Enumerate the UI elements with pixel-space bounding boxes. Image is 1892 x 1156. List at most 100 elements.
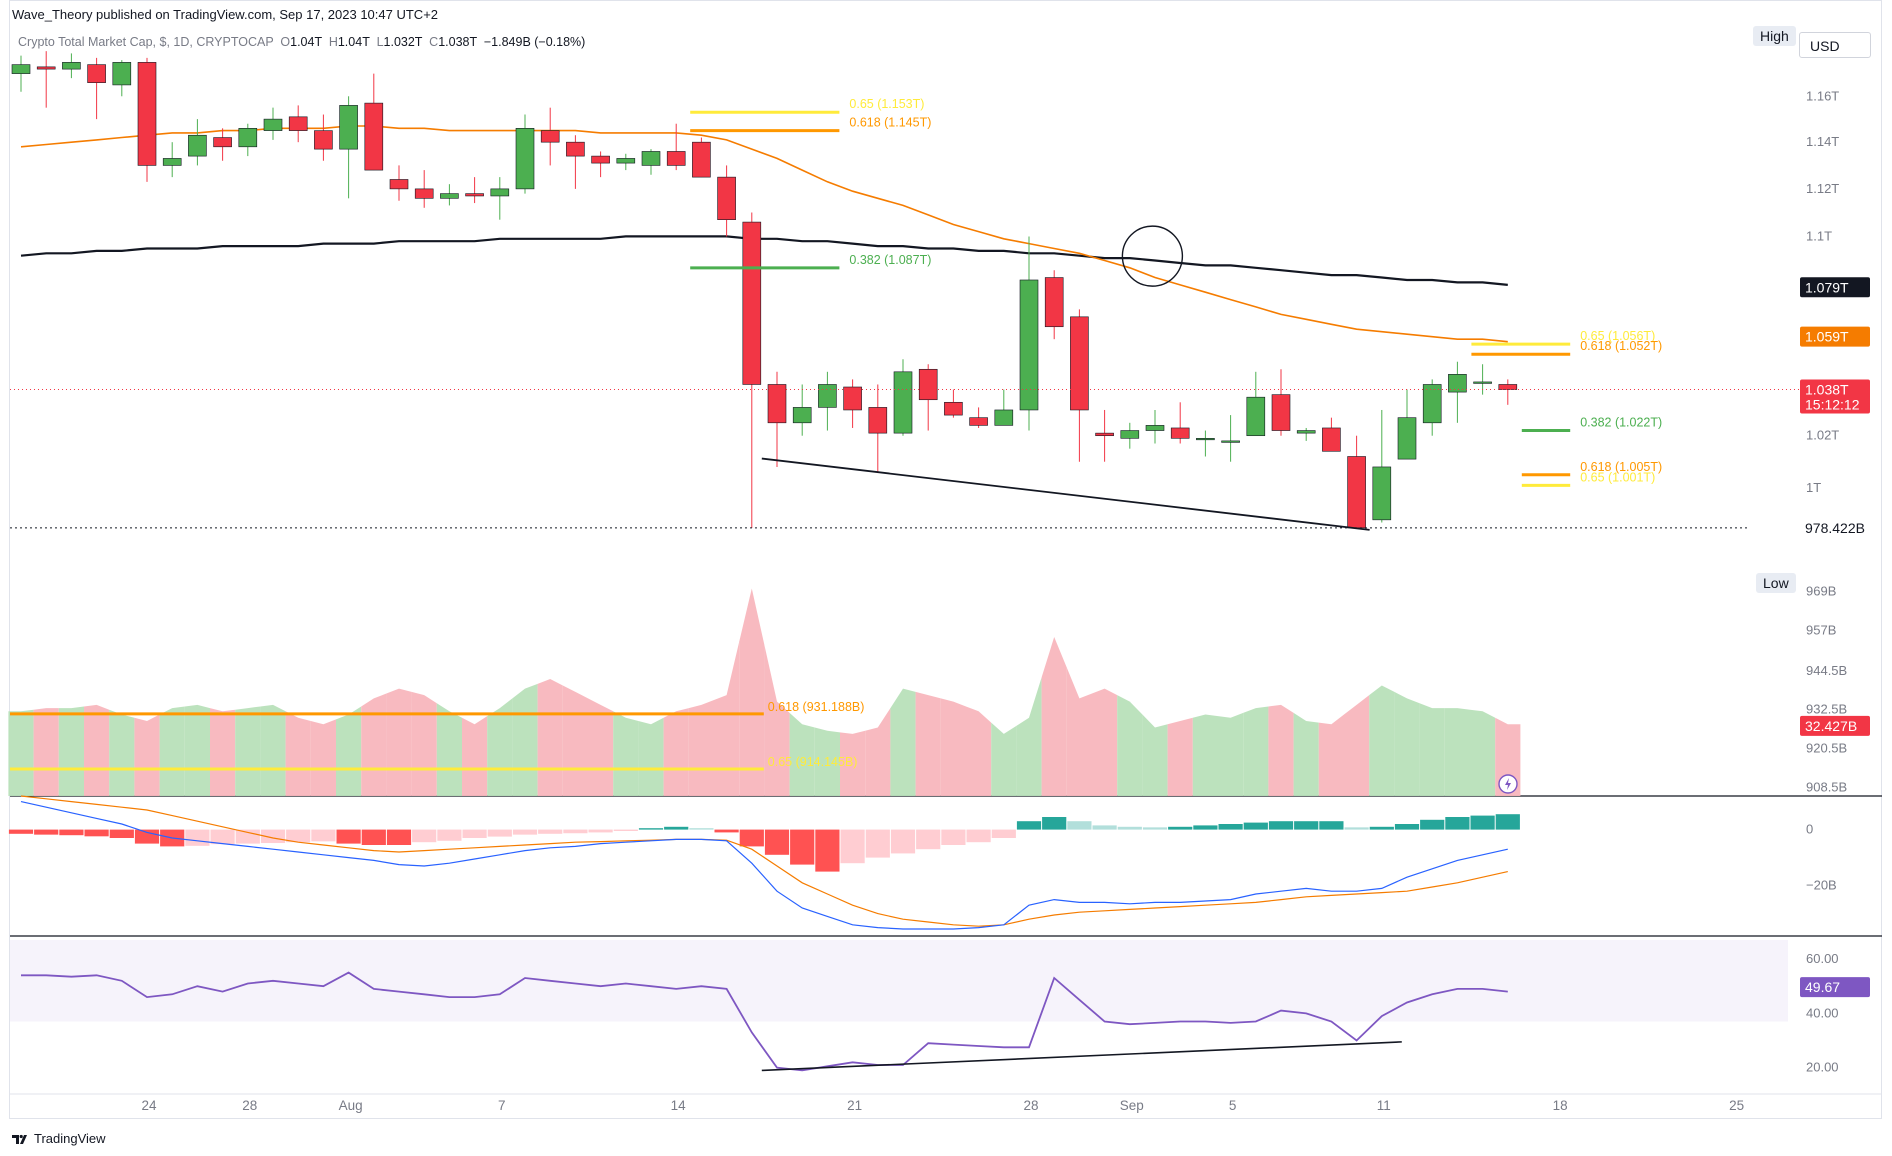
close-label: C: [429, 35, 439, 49]
candle-body[interactable]: [616, 158, 636, 164]
price-badge[interactable]: 1.059T: [1800, 326, 1870, 347]
volume-badge-bg: [1800, 715, 1870, 736]
macd-histogram-bar: [714, 829, 739, 833]
candle-body[interactable]: [1296, 430, 1316, 434]
sma-200-line[interactable]: [20, 235, 1508, 286]
candle-body[interactable]: [1019, 279, 1039, 411]
candle-body[interactable]: [137, 62, 157, 166]
price-badge-countdown: 15:12:12: [1805, 397, 1860, 413]
volume-segment: [789, 712, 815, 796]
candle-body[interactable]: [994, 409, 1014, 426]
candle-body[interactable]: [339, 105, 358, 150]
candle-body[interactable]: [162, 158, 182, 166]
candle-body[interactable]: [515, 128, 535, 190]
candle-body[interactable]: [87, 64, 106, 83]
candle-body[interactable]: [36, 66, 56, 70]
candle-body[interactable]: [1473, 381, 1492, 384]
tradingview-logo[interactable]: TradingView: [12, 1131, 106, 1146]
volume-segment: [1369, 685, 1395, 796]
candle-body[interactable]: [1422, 384, 1442, 424]
candle-body[interactable]: [1448, 374, 1467, 393]
candle-body[interactable]: [1498, 384, 1518, 390]
candle-body[interactable]: [566, 141, 585, 157]
candle-body[interactable]: [11, 64, 31, 74]
candle-body[interactable]: [490, 188, 510, 197]
ema-50-line[interactable]: [20, 125, 1508, 343]
low-value-badge-bg: [1800, 517, 1870, 538]
candle-body[interactable]: [314, 130, 333, 150]
candle-body[interactable]: [1095, 432, 1114, 437]
candle-body[interactable]: [540, 130, 560, 143]
candle-body[interactable]: [62, 62, 81, 70]
volume-segment: [638, 717, 664, 796]
macd-histogram-bar: [739, 829, 764, 847]
candle-body[interactable]: [1044, 277, 1064, 328]
macd-line[interactable]: [20, 801, 1508, 930]
price-badge[interactable]: 1.079T: [1800, 277, 1870, 298]
candle-body[interactable]: [666, 151, 686, 166]
candle-body[interactable]: [843, 386, 862, 411]
time-axis-label: Aug: [339, 1098, 363, 1113]
candle-body[interactable]: [288, 116, 308, 131]
macd-histogram-bar: [1344, 827, 1369, 830]
candle-body[interactable]: [414, 188, 434, 199]
candle-body[interactable]: [1070, 316, 1089, 411]
price-support-line[interactable]: [761, 457, 1370, 531]
candle-body[interactable]: [944, 401, 963, 416]
rsi-line[interactable]: [21, 971, 1508, 1072]
candle-body[interactable]: [440, 193, 459, 199]
candle-body[interactable]: [641, 151, 661, 166]
candle-body[interactable]: [465, 193, 484, 197]
macd-signal-line[interactable]: [20, 795, 1508, 927]
candle-body[interactable]: [188, 134, 207, 157]
candle-body[interactable]: [1170, 427, 1190, 439]
candle-body[interactable]: [591, 155, 610, 164]
low-value: 1.032T: [383, 35, 423, 49]
candle-body[interactable]: [918, 368, 938, 401]
rsi-axis-label: 20.00: [1806, 1060, 1839, 1075]
volume-segment: [1495, 717, 1521, 796]
candle-body[interactable]: [792, 407, 812, 424]
candle-body[interactable]: [1246, 396, 1266, 437]
candle-body[interactable]: [1196, 438, 1215, 441]
symbol-legend[interactable]: Crypto Total Market Cap, $, 1D, CRYPTOCA…: [18, 35, 585, 49]
candle-body[interactable]: [1397, 417, 1417, 460]
candle-body[interactable]: [1221, 440, 1240, 443]
fib-level-label: 0.618 (1.145T): [849, 116, 931, 130]
candle-body[interactable]: [717, 176, 736, 220]
candle-body[interactable]: [742, 221, 762, 385]
macd-histogram-bar: [109, 829, 134, 838]
crossover-marker[interactable]: [1121, 225, 1184, 287]
candle-body[interactable]: [969, 417, 988, 426]
candle-body[interactable]: [1347, 456, 1366, 529]
candle-body[interactable]: [868, 407, 888, 434]
low-value-badge[interactable]: 978.422B: [1800, 517, 1870, 538]
candle-body[interactable]: [1372, 466, 1392, 521]
candle-body[interactable]: [238, 128, 258, 148]
currency-button[interactable]: USD: [1799, 32, 1871, 58]
rsi-badge[interactable]: 49.67: [1800, 977, 1870, 998]
candle-body[interactable]: [1145, 425, 1165, 431]
candle-body[interactable]: [893, 371, 913, 434]
candle-body[interactable]: [112, 62, 132, 86]
volume-segment: [1243, 706, 1269, 796]
candle-body[interactable]: [767, 384, 787, 424]
candle-body[interactable]: [1271, 394, 1291, 431]
candle-body[interactable]: [1322, 427, 1341, 452]
macd-histogram-bar: [865, 829, 890, 858]
candle-body[interactable]: [389, 179, 409, 190]
candle-body[interactable]: [213, 137, 232, 148]
volume-segment: [688, 699, 714, 796]
candle-body[interactable]: [263, 118, 283, 131]
rsi-divergence-line[interactable]: [761, 1041, 1402, 1072]
candle-body[interactable]: [364, 102, 384, 171]
alert-lightning-icon[interactable]: [1498, 774, 1518, 794]
macd-histogram-bar: [1394, 824, 1420, 830]
candle-body[interactable]: [818, 384, 837, 408]
volume-badge[interactable]: 32.427B: [1800, 715, 1870, 736]
rsi-badge-label: 49.67: [1805, 979, 1840, 995]
candle-body[interactable]: [692, 141, 711, 178]
candle-body[interactable]: [1120, 430, 1140, 439]
